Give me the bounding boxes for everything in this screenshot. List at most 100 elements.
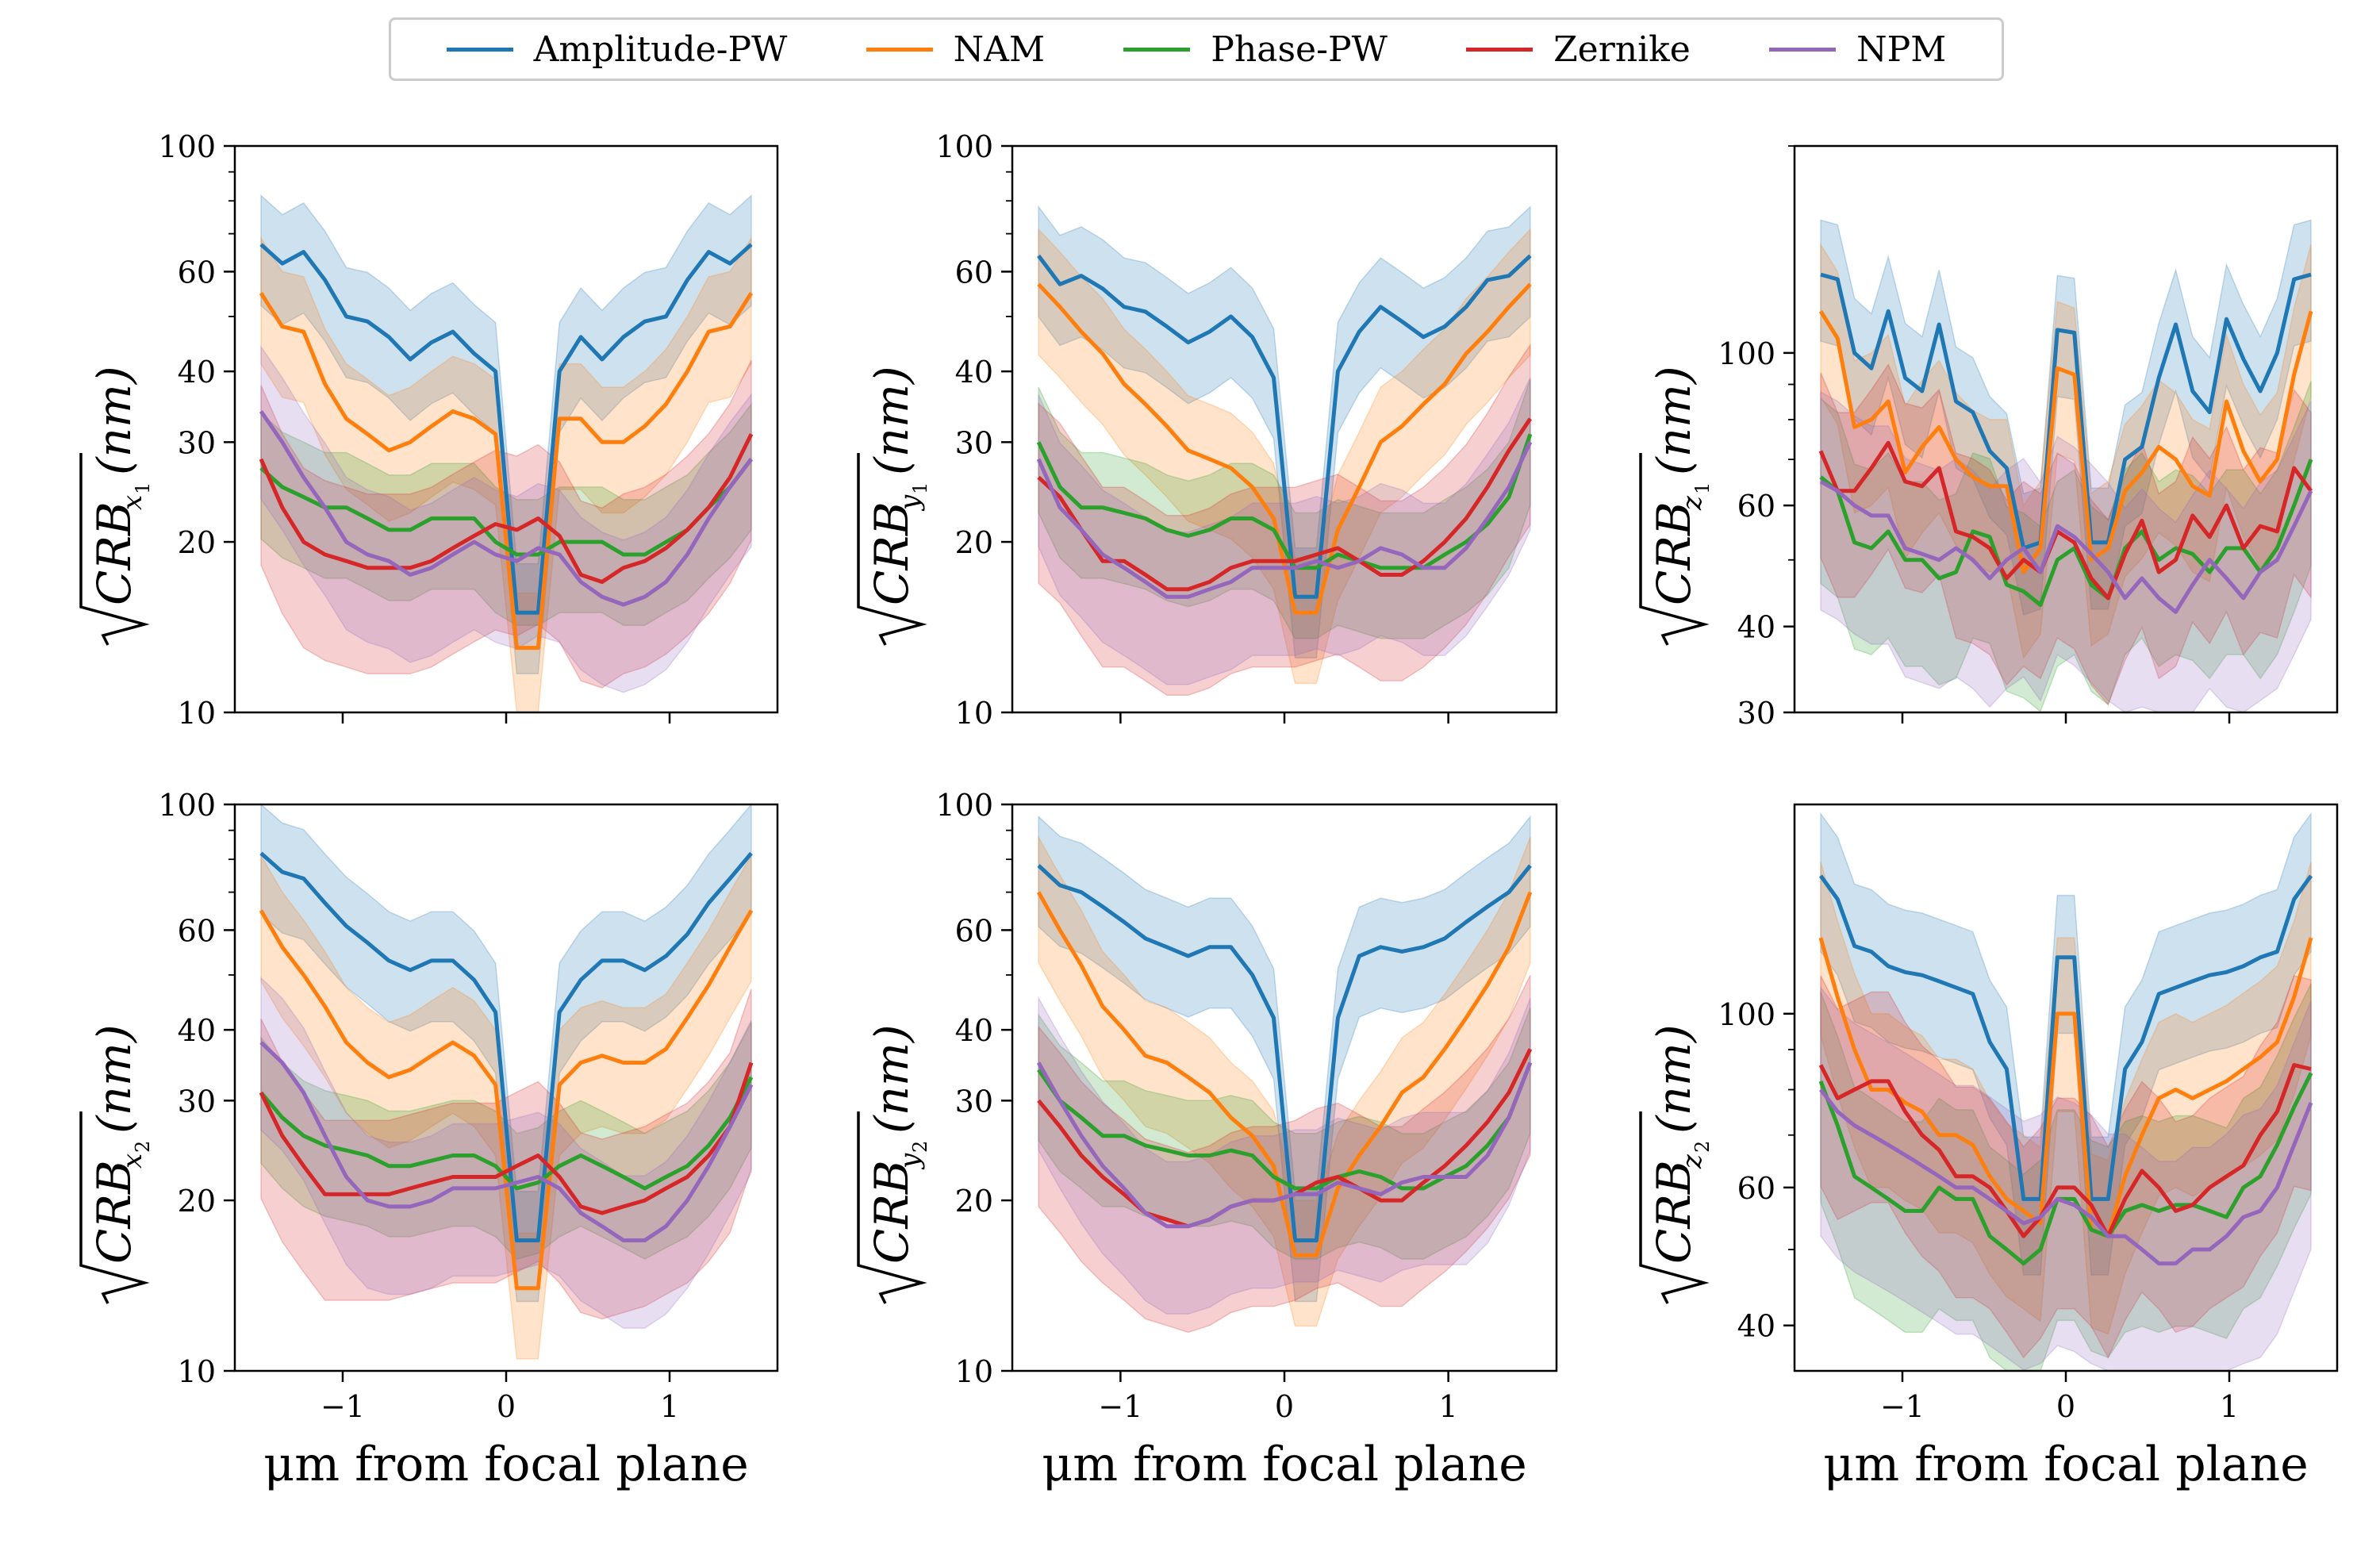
band-phase-pw xyxy=(1038,378,1531,639)
legend-label: Zernike xyxy=(1553,29,1691,70)
y-label-unit: (nm) xyxy=(87,366,141,475)
series-line-npm xyxy=(1819,1088,2313,1266)
y-tick-label: 40 xyxy=(178,1013,216,1048)
band-zernike xyxy=(1038,974,1531,1334)
legend-label: NAM xyxy=(953,29,1045,70)
y-tick-label: 30 xyxy=(178,1084,216,1119)
band-nam xyxy=(1038,228,1531,685)
y-label-unit: (nm) xyxy=(865,366,919,475)
y-tick-label: 10 xyxy=(955,1354,993,1389)
series-line-amplitude-pw xyxy=(1037,254,1532,599)
sqrt-symbol xyxy=(79,453,150,646)
y-tick-label: 20 xyxy=(955,1184,993,1219)
band-npm xyxy=(1038,377,1531,685)
y-tick-label: 60 xyxy=(178,913,216,948)
plot-area xyxy=(1818,812,2313,1372)
legend-entry-phase-pw[interactable]: Phase-PW xyxy=(1123,29,1388,70)
y-label-sub: y xyxy=(894,494,926,512)
y-minor-ticks xyxy=(1788,1049,1795,1250)
band-phase-pw xyxy=(1820,381,2312,712)
y-tick-label: 100 xyxy=(158,788,216,823)
y-tick-label: 10 xyxy=(955,696,993,731)
y-minor-ticks xyxy=(228,171,235,317)
band-nam xyxy=(260,853,752,1360)
series-line-amplitude-pw xyxy=(1818,874,2313,1201)
y-tick-label: 10 xyxy=(178,1354,216,1389)
series-line-phase-pw xyxy=(259,1076,754,1191)
x-tick-label: 0 xyxy=(2056,1389,2075,1424)
series-line-nam xyxy=(1818,309,2313,574)
y-tick-label: 100 xyxy=(1718,336,1775,371)
band-zernike xyxy=(1820,363,2312,706)
y-label-unit: (nm) xyxy=(1647,1024,1701,1134)
band-nam xyxy=(260,236,752,713)
plot-area xyxy=(1818,219,2313,713)
y-tick-label: 20 xyxy=(955,525,993,560)
x-tick-label: −1 xyxy=(1880,1389,1925,1424)
x-tick-label: 1 xyxy=(1439,1389,1458,1424)
series-line-zernike xyxy=(1818,1063,2312,1238)
series-line-phase-pw xyxy=(1818,1072,2313,1266)
y-label-idx: 1 xyxy=(1691,482,1714,494)
y-label-idx: 2 xyxy=(909,1141,931,1153)
y-label-sub: z xyxy=(1676,1154,1708,1169)
y-minor-ticks xyxy=(1006,829,1012,976)
series-line-amplitude-pw xyxy=(1820,272,2312,551)
y-label-crb: CRB xyxy=(1647,1160,1701,1264)
legend-swatch xyxy=(1123,47,1191,52)
band-amplitude-pw xyxy=(260,802,752,1303)
chart-panel-x2: 10 20 30 40 60 100 −1 0 1 μm from focal plane CRBx… xyxy=(79,788,779,1492)
y-label-crb: CRB xyxy=(865,501,919,605)
y-label-sub: x xyxy=(117,495,148,510)
band-zernike xyxy=(1820,975,2312,1359)
y-tick-label: 40 xyxy=(1737,610,1775,645)
band-npm xyxy=(260,344,752,693)
sqrt-symbol xyxy=(857,453,927,646)
legend-label: NPM xyxy=(1856,29,1947,70)
y-label-idx: 2 xyxy=(1691,1141,1714,1153)
y-label-crb: CRB xyxy=(87,1160,141,1264)
y-minor-ticks xyxy=(1006,171,1012,317)
y-tick-label: 60 xyxy=(1737,489,1775,524)
y-label-sub: x xyxy=(117,1154,148,1169)
y-tick-label: 20 xyxy=(178,525,216,560)
sqrt-symbol xyxy=(857,1111,927,1304)
series-line-phase-pw xyxy=(1819,459,2313,607)
legend-entry-zernike[interactable]: Zernike xyxy=(1466,29,1691,70)
y-label-crb: CRB xyxy=(865,1160,919,1264)
x-axis-label: μm from focal plane xyxy=(263,1437,748,1492)
y-tick-label: 60 xyxy=(955,255,993,290)
y-label-crb: CRB xyxy=(1647,501,1701,605)
series-line-npm xyxy=(1819,479,2313,614)
legend-swatch xyxy=(866,47,933,52)
y-tick-label: 30 xyxy=(955,425,993,460)
series-line-phase-pw xyxy=(1036,433,1533,570)
legend-swatch xyxy=(446,47,513,52)
legend-entry-npm[interactable]: NPM xyxy=(1769,29,1946,70)
y-tick-label: 40 xyxy=(178,355,216,390)
legend-swatch xyxy=(1769,47,1837,52)
x-tick-label: 0 xyxy=(497,1389,516,1424)
series-line-nam xyxy=(1818,937,2313,1238)
x-axis-label: μm from focal plane xyxy=(1042,1437,1526,1492)
plot-area xyxy=(1036,815,1533,1334)
series-line-npm xyxy=(1036,441,1533,599)
plot-area xyxy=(259,194,754,713)
y-tick-label: 60 xyxy=(1737,1171,1775,1206)
band-npm xyxy=(1820,985,2312,1372)
legend-entry-amplitude-pw[interactable]: Amplitude-PW xyxy=(446,29,787,70)
series-line-npm xyxy=(259,1041,754,1242)
legend-swatch xyxy=(1466,47,1534,52)
y-tick-label: 30 xyxy=(955,1084,993,1119)
legend-entry-nam[interactable]: NAM xyxy=(866,29,1045,70)
y-label-unit: (nm) xyxy=(87,1024,141,1134)
band-nam xyxy=(1820,862,2312,1335)
y-tick-label: 60 xyxy=(955,913,993,948)
y-tick-label: 20 xyxy=(178,1184,216,1219)
